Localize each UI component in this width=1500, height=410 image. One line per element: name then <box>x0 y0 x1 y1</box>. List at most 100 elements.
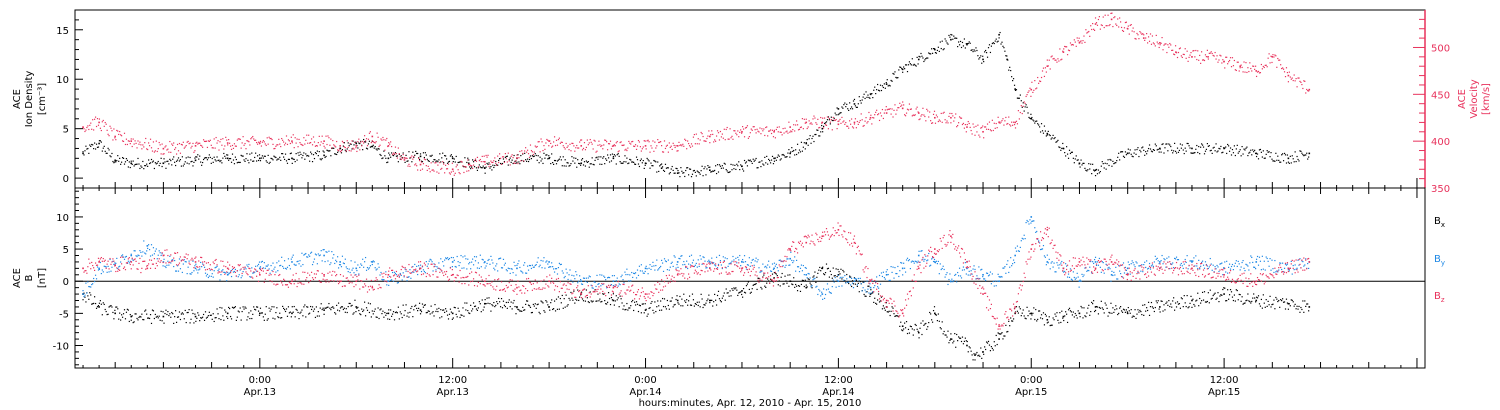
data-point <box>1272 54 1274 56</box>
data-point <box>96 306 99 308</box>
data-point <box>727 171 729 174</box>
data-point <box>1269 156 1271 158</box>
data-point <box>484 163 486 166</box>
data-point <box>421 303 424 305</box>
data-point <box>167 260 169 262</box>
data-point <box>392 155 395 157</box>
data-point <box>1103 167 1105 169</box>
data-point <box>582 277 585 279</box>
data-point <box>1084 315 1086 317</box>
data-point <box>877 114 879 116</box>
data-point <box>419 153 422 155</box>
data-point <box>1277 57 1279 60</box>
data-point <box>369 265 371 267</box>
data-point <box>949 339 951 342</box>
data-point <box>924 115 926 118</box>
data-point <box>296 261 298 263</box>
data-point <box>548 140 550 142</box>
data-point <box>143 168 145 170</box>
data-point <box>163 158 165 160</box>
data-point <box>1156 149 1158 151</box>
data-point <box>798 285 801 287</box>
data-point <box>927 110 929 112</box>
data-point <box>543 310 545 312</box>
data-point <box>118 266 120 268</box>
data-point <box>338 264 341 266</box>
data-point <box>532 153 534 156</box>
data-point <box>358 273 360 275</box>
data-point <box>669 146 671 149</box>
data-point <box>908 259 911 261</box>
data-point <box>1148 40 1151 42</box>
data-point <box>788 285 790 287</box>
data-point <box>343 146 345 148</box>
data-point <box>797 285 800 287</box>
data-point <box>881 308 884 310</box>
data-point <box>136 147 138 149</box>
data-point <box>1283 152 1286 155</box>
data-point <box>802 146 804 148</box>
data-point <box>758 267 760 269</box>
data-point <box>709 166 711 168</box>
data-point <box>862 96 864 98</box>
data-point <box>1143 314 1145 316</box>
data-point <box>1173 297 1175 299</box>
data-point <box>531 264 533 266</box>
data-point <box>382 157 384 159</box>
data-point <box>130 253 132 255</box>
data-point <box>449 308 452 310</box>
data-point <box>172 144 174 146</box>
data-point <box>761 288 763 290</box>
data-point <box>436 171 438 173</box>
data-point <box>799 290 802 293</box>
data-point <box>1287 81 1289 83</box>
data-point <box>1014 311 1017 313</box>
data-point <box>1285 298 1288 300</box>
data-point <box>700 293 702 295</box>
data-point <box>1127 306 1129 309</box>
data-point <box>168 264 170 266</box>
data-point <box>722 137 724 139</box>
data-point <box>287 258 290 260</box>
data-point <box>1227 289 1229 291</box>
data-point <box>612 299 615 302</box>
data-point <box>528 156 531 159</box>
data-point <box>483 155 485 157</box>
data-point <box>690 304 693 306</box>
data-point <box>181 271 183 274</box>
data-point <box>346 267 348 270</box>
data-point <box>323 145 325 147</box>
data-point <box>977 355 979 357</box>
data-point <box>850 277 853 279</box>
data-point <box>1260 151 1262 153</box>
data-point <box>334 312 336 314</box>
data-point <box>864 120 866 122</box>
data-point <box>111 266 113 268</box>
data-point <box>888 310 890 312</box>
data-point <box>159 319 161 321</box>
data-point <box>918 55 920 58</box>
data-point <box>1134 37 1136 40</box>
data-point <box>882 305 884 307</box>
data-point <box>226 312 229 315</box>
data-point <box>335 146 337 148</box>
data-point <box>477 307 479 309</box>
data-point <box>176 316 179 318</box>
data-point <box>328 150 330 152</box>
data-point <box>649 264 651 266</box>
data-point <box>130 319 132 321</box>
data-point <box>1179 143 1181 145</box>
data-point <box>423 304 425 306</box>
data-point <box>339 307 342 309</box>
data-point <box>844 123 846 125</box>
data-point <box>853 277 856 279</box>
data-point <box>196 317 198 319</box>
data-point <box>1308 306 1311 308</box>
data-point <box>769 270 772 272</box>
data-point <box>150 244 153 246</box>
data-point <box>457 169 459 171</box>
data-point <box>433 159 435 161</box>
data-point <box>918 337 920 339</box>
data-point <box>811 285 813 287</box>
data-point <box>1165 43 1167 45</box>
